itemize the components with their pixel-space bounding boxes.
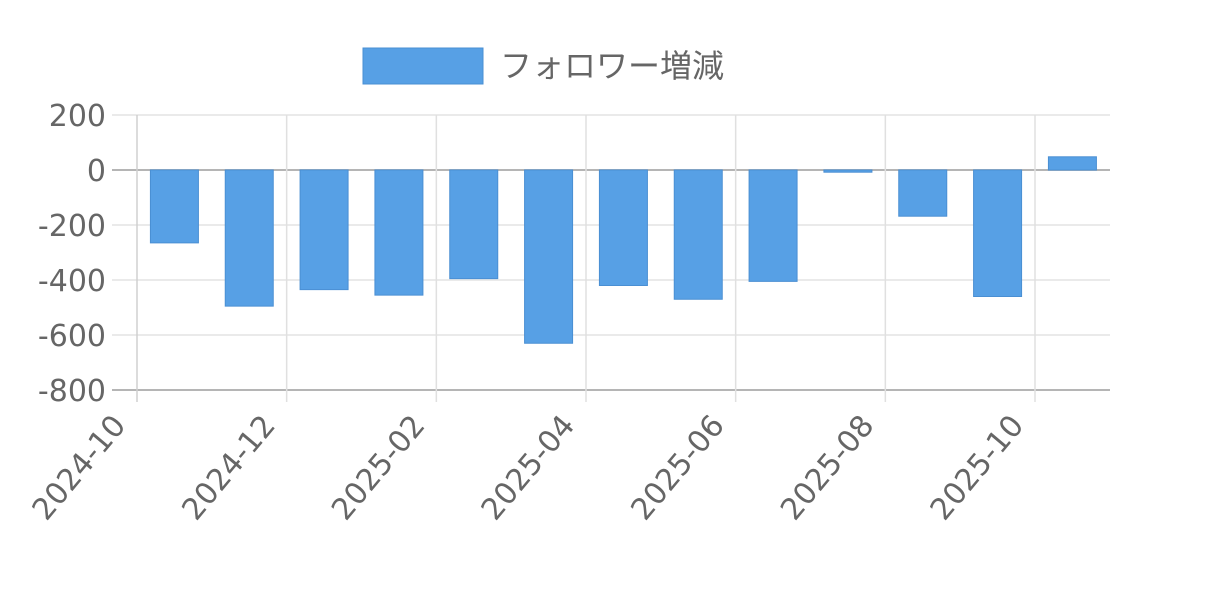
bar	[598, 169, 648, 286]
y-tick-label: -800	[38, 374, 106, 409]
bar	[299, 169, 349, 291]
bar	[973, 169, 1023, 297]
y-tick-label: -400	[38, 264, 106, 299]
x-tick-label: 2025-02	[325, 409, 432, 528]
bars	[149, 156, 1097, 344]
bar	[374, 169, 424, 296]
bar	[1047, 156, 1097, 171]
bar	[149, 169, 199, 244]
bar	[748, 169, 798, 282]
bar	[898, 169, 948, 217]
bar	[224, 169, 274, 307]
y-tick-label: 0	[87, 154, 106, 189]
x-axis-ticks: 2024-10 2024-12 2025-02 2025-04 2025-06 2025-…	[26, 409, 1031, 528]
legend-label: フォロワー増減	[500, 47, 724, 85]
x-tick-label: 2025-06	[624, 409, 731, 528]
bar	[449, 169, 499, 280]
x-tick-label: 2024-10	[26, 409, 133, 528]
x-tick-label: 2025-08	[774, 409, 881, 528]
x-tick-label: 2024-12	[175, 409, 282, 528]
x-tick-label: 2025-04	[475, 409, 582, 528]
grid	[112, 114, 1110, 402]
legend: フォロワー増減	[362, 47, 724, 85]
bar	[823, 169, 873, 173]
bar	[673, 169, 723, 300]
y-tick-label: -200	[38, 209, 106, 244]
bar	[524, 169, 574, 344]
y-tick-label: 200	[49, 99, 106, 134]
y-tick-label: -600	[38, 319, 106, 354]
legend-swatch	[362, 47, 484, 85]
x-tick-label: 2025-10	[924, 409, 1031, 528]
y-axis-ticks: 200 0 -200 -400 -600 -800	[38, 99, 106, 409]
